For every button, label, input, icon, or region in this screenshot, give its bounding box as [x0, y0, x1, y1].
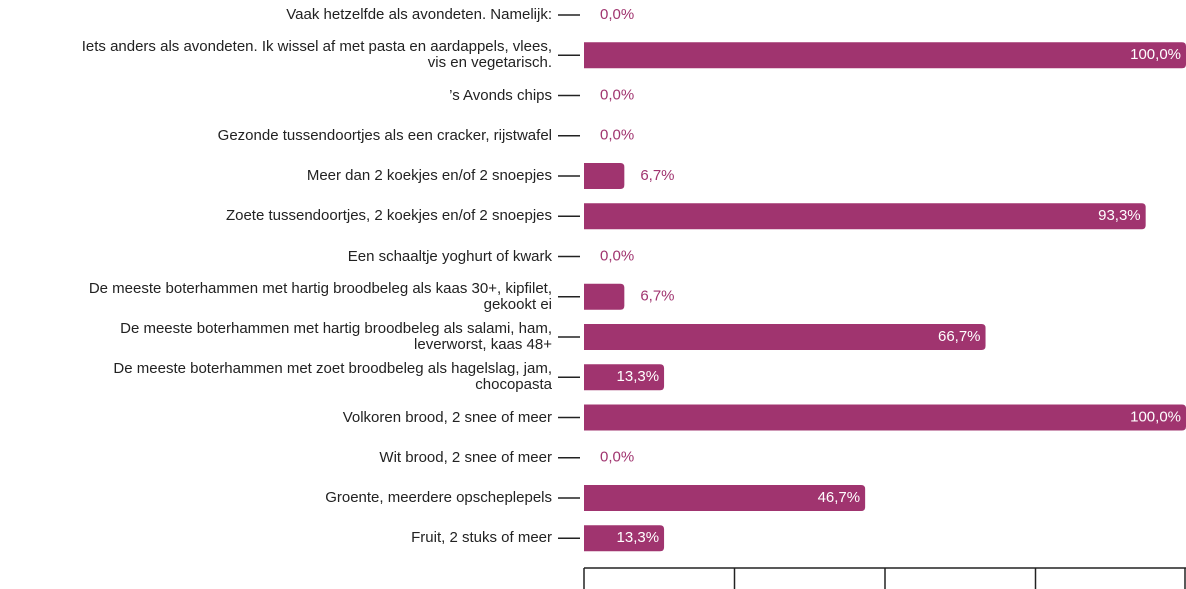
value-label: 6,7%: [640, 167, 674, 184]
value-label: 46,7%: [818, 489, 861, 506]
bar: [584, 203, 1146, 230]
bar: [584, 525, 665, 552]
value-label: 100,0%: [1130, 408, 1181, 425]
bar: [584, 283, 625, 310]
bar: [584, 404, 1186, 431]
bar: [584, 324, 986, 350]
value-label: 0,0%: [600, 449, 634, 466]
value-label: 6,7%: [640, 288, 674, 305]
category-label: De meeste boterhammen met hartig broodbe…: [120, 320, 552, 353]
category-label: Meer dan 2 koekjes en/of 2 snoepjes: [306, 167, 552, 184]
value-label: 13,3%: [617, 368, 660, 385]
category-label: Een schaaltje yoghurt of kwark: [347, 247, 552, 265]
value-label: 0,0%: [600, 6, 634, 23]
value-label: 93,3%: [1098, 207, 1141, 224]
bar: [584, 163, 625, 189]
value-label: 100,0%: [1130, 46, 1181, 63]
value-label: 0,0%: [600, 86, 634, 103]
value-label: 0,0%: [600, 247, 634, 264]
bar: [584, 42, 1186, 69]
value-label: 66,7%: [938, 328, 981, 345]
category-label: Fruit, 2 stuks of meer: [411, 529, 552, 547]
value-label: 0,0%: [600, 127, 634, 144]
category-label: Gezonde tussendoortjes als een cracker, …: [217, 126, 552, 144]
category-label: Zoete tussendoortjes, 2 koekjes en/of 2 …: [225, 207, 552, 225]
category-label: Groente, meerdere opscheplepels: [325, 489, 552, 506]
bar: [584, 485, 866, 511]
bar: [584, 364, 665, 391]
category-label: De meeste boterhammen met zoet broodbele…: [113, 360, 552, 394]
category-label: Iets anders als avondeten. Ik wissel af …: [81, 38, 552, 72]
category-label: Wit brood, 2 snee of meer: [379, 448, 552, 466]
category-label: Volkoren brood, 2 snee of meer: [342, 408, 552, 426]
category-label: De meeste boterhammen met hartig broodbe…: [88, 279, 552, 313]
category-label: ’s Avonds chips: [449, 86, 552, 104]
category-label: Vaak hetzelfde als avondeten. Namelijk:: [286, 6, 552, 23]
value-label: 13,3%: [617, 529, 660, 546]
